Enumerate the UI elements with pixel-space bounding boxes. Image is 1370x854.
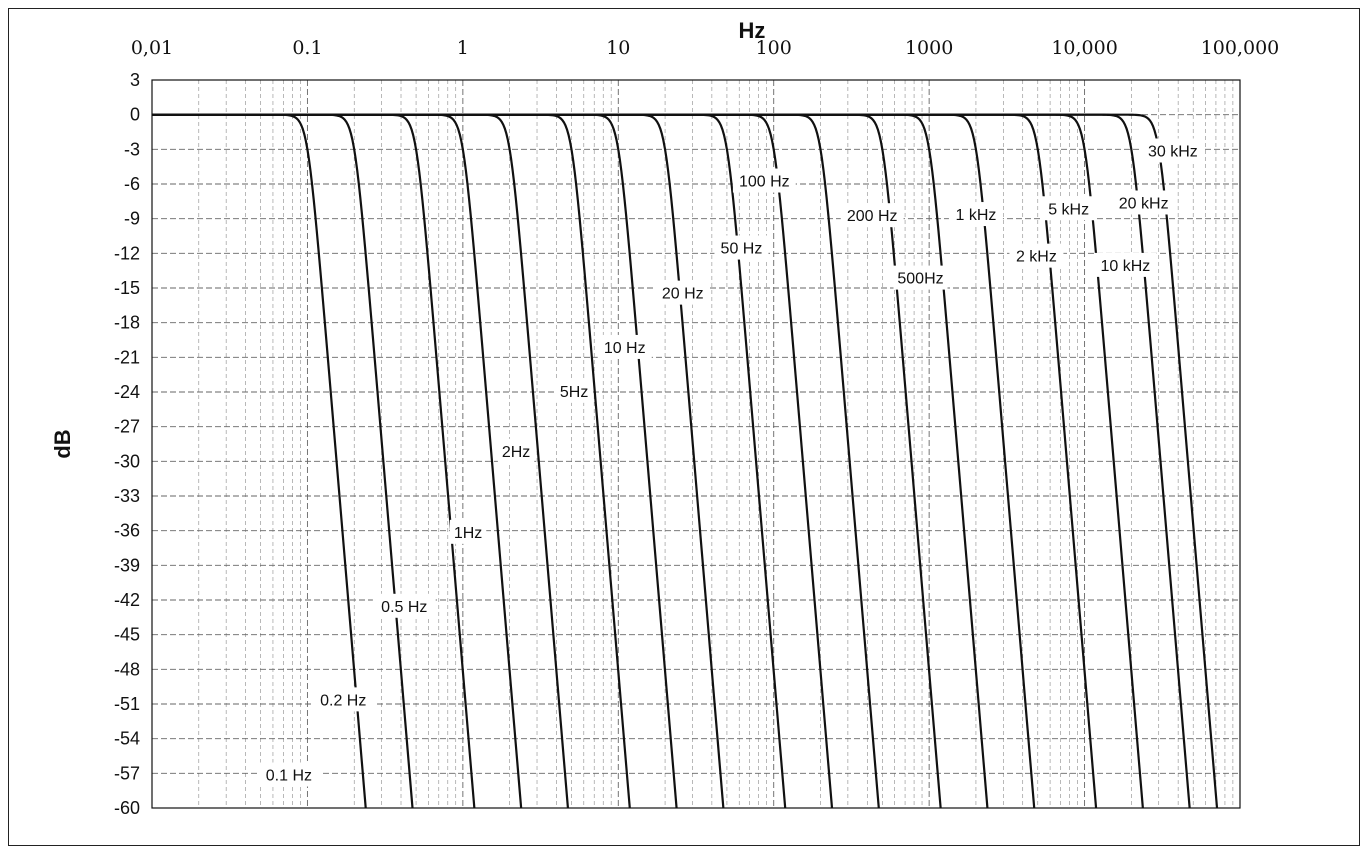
- curve-label-background: [1041, 196, 1096, 221]
- curve-label-background: [714, 235, 769, 260]
- curve-label: 1 kHz: [955, 207, 996, 224]
- y-tick-label: -6: [124, 174, 140, 194]
- minor-gridlines: [198, 80, 1234, 808]
- x-tick-label: 1: [457, 37, 469, 59]
- curve-label: 100 Hz: [739, 174, 790, 191]
- y-tick-label: -30: [114, 451, 140, 471]
- curve-labels: 0.1 Hz 0.2 Hz 0.5 Hz 1Hz 2Hz 5Hz 10 Hz 20 Hz 50 …: [257, 138, 1205, 787]
- curve-label: 1Hz: [454, 525, 482, 542]
- y-axis-title: dB: [50, 429, 75, 458]
- curve-label: 10 Hz: [604, 340, 646, 357]
- x-tick-label: 100: [756, 37, 792, 59]
- y-tick-label: -12: [114, 243, 140, 263]
- filter-curves: [152, 113, 1219, 808]
- curve-0.1-hz: [152, 113, 367, 808]
- curve-label-background: [449, 519, 487, 544]
- curve-label-background: [311, 687, 375, 712]
- curve-30-khz: [152, 113, 1219, 808]
- y-tick-label: -9: [124, 209, 140, 229]
- x-tick-label: 1000: [905, 37, 953, 59]
- y-tick-label: -36: [114, 521, 140, 541]
- x-axis-tick-labels: 0,01 0.1 1 10 100 1000 10,000 100,000: [131, 37, 1279, 59]
- curve-label: 0.5 Hz: [381, 599, 427, 616]
- y-tick-label: -21: [114, 347, 140, 367]
- curve-label: 0.2 Hz: [320, 692, 366, 709]
- curve-label-background: [497, 438, 535, 463]
- curve-label-background: [1141, 138, 1205, 163]
- curve-label: 0.1 Hz: [266, 767, 312, 784]
- curve-0.2-hz: [152, 113, 414, 808]
- curve-label: 2Hz: [502, 444, 530, 461]
- curve-label-background: [257, 762, 321, 787]
- y-tick-label: -18: [114, 313, 140, 333]
- curve-label-background: [597, 334, 652, 359]
- curve-label-background: [1112, 190, 1176, 215]
- curve-label-background: [655, 280, 710, 305]
- curve-label: 20 kHz: [1119, 195, 1169, 212]
- plot-area-border: [151, 79, 1241, 809]
- curve-label: 200 Hz: [847, 208, 898, 225]
- x-tick-label: 10,000: [1051, 37, 1117, 59]
- y-tick-label: -54: [114, 729, 140, 749]
- curve-label-background: [948, 202, 1003, 227]
- y-tick-label: -57: [114, 763, 140, 783]
- x-tick-label: 10: [606, 37, 630, 59]
- y-tick-label: -48: [114, 659, 140, 679]
- curve-20-hz: [152, 113, 725, 808]
- curve-label-background: [1009, 243, 1064, 268]
- curve-label: 5 kHz: [1048, 201, 1089, 218]
- y-tick-label: -15: [114, 278, 140, 298]
- y-axis-tick-labels: 3 0 -3 -6 -9 -12 -15 -18 -21 -24 -27 -30 -33 -36 -39 -4…: [114, 70, 140, 818]
- curve-label: 5Hz: [560, 384, 588, 401]
- curve-label-background: [893, 265, 948, 290]
- y-tick-label: -45: [114, 625, 140, 645]
- curve-label: 10 kHz: [1100, 258, 1150, 275]
- y-tick-label: -3: [124, 139, 140, 159]
- x-tick-label: 0.1: [292, 37, 322, 59]
- y-tick-label: -27: [114, 417, 140, 437]
- curve-label-background: [732, 168, 796, 193]
- curve-label: 30 kHz: [1148, 143, 1198, 160]
- y-tick-label: -33: [114, 486, 140, 506]
- curve-2-khz: [152, 113, 1036, 808]
- curve-label-background: [1093, 252, 1157, 277]
- curve-label: 20 Hz: [662, 286, 704, 303]
- x-tick-label: 0,01: [131, 37, 173, 59]
- curve-label-background: [840, 203, 904, 228]
- y-tick-label: -39: [114, 555, 140, 575]
- y-tick-label: 0: [130, 105, 140, 125]
- curve-label: 500Hz: [897, 271, 943, 288]
- y-tick-label: -51: [114, 694, 140, 714]
- x-tick-label: 100,000: [1201, 37, 1280, 59]
- y-tick-label: -42: [114, 590, 140, 610]
- curve-label-background: [372, 593, 436, 618]
- curve-label: 50 Hz: [721, 241, 763, 258]
- y-tick-label: -24: [114, 382, 140, 402]
- curve-label: 2 kHz: [1016, 249, 1057, 266]
- x-axis-title: Hz: [739, 18, 766, 43]
- y-tick-label: 3: [130, 70, 140, 90]
- y-tick-label: -60: [114, 798, 140, 818]
- curve-label-background: [555, 378, 593, 403]
